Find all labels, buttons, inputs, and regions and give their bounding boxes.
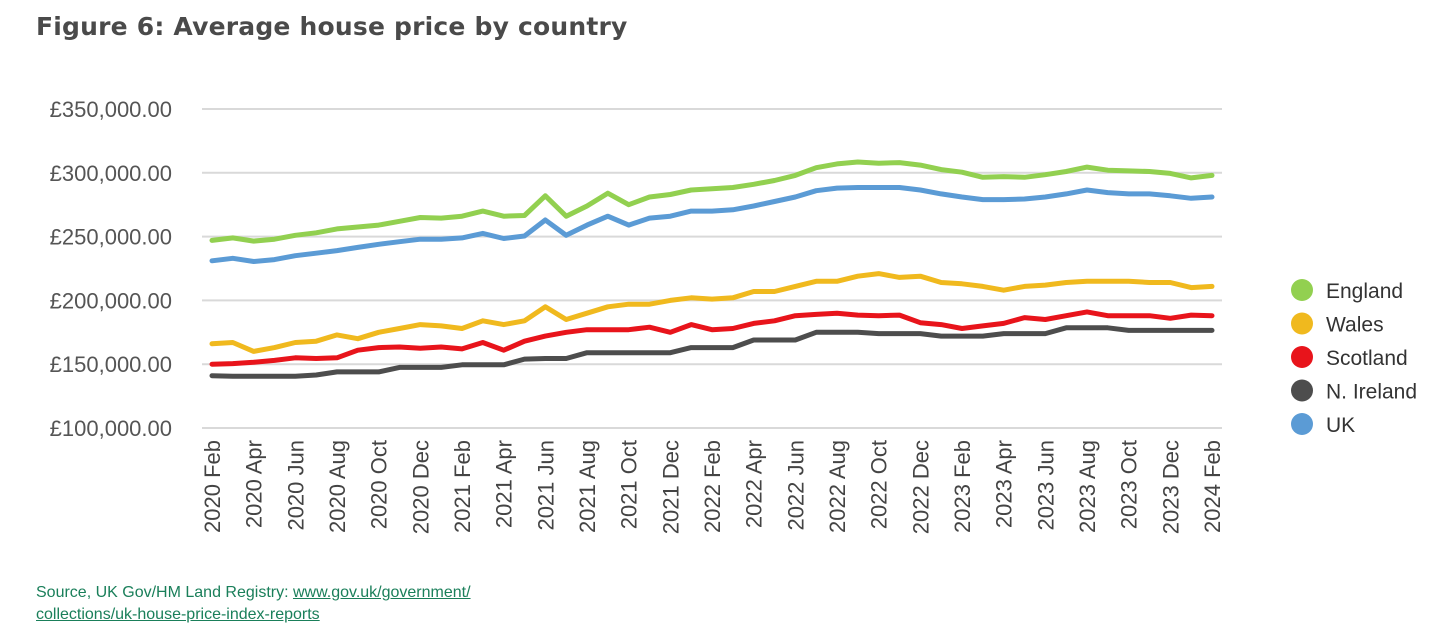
x-tick-label: 2021 Oct bbox=[617, 440, 642, 529]
x-tick-label: 2022 Jun bbox=[783, 440, 808, 531]
x-tick-label: 2022 Feb bbox=[700, 440, 725, 533]
x-tick-label: 2020 Aug bbox=[325, 440, 350, 533]
x-tick-label: 2021 Dec bbox=[658, 440, 683, 534]
x-tick-label: 2021 Aug bbox=[575, 440, 600, 533]
series-line-uk bbox=[209, 185, 1215, 264]
x-tick-label: 2022 Aug bbox=[825, 440, 850, 533]
y-tick-label: £300,000.00 bbox=[50, 161, 172, 186]
x-tick-label: 2020 Apr bbox=[242, 440, 267, 528]
source-prefix: Source, UK Gov/HM Land Registry: bbox=[36, 584, 293, 601]
legend-label-wales: Wales bbox=[1326, 314, 1384, 337]
series-line-n-ireland bbox=[209, 325, 1215, 379]
x-tick-label: 2021 Apr bbox=[492, 440, 517, 528]
x-tick-label: 2020 Feb bbox=[200, 440, 225, 533]
x-tick-label: 2023 Aug bbox=[1075, 440, 1100, 533]
series-line-wales bbox=[209, 271, 1215, 354]
y-tick-label: £250,000.00 bbox=[50, 225, 172, 250]
legend-marker-uk bbox=[1291, 413, 1313, 435]
x-tick-label: 2021 Jun bbox=[533, 440, 558, 531]
source-note: Source, UK Gov/HM Land Registry: www.gov… bbox=[36, 582, 471, 626]
x-tick-label: 2022 Oct bbox=[867, 440, 892, 529]
legend-marker-wales bbox=[1291, 312, 1313, 335]
line-chart: £100,000.00 £150,000.00 £200,000.00 £250,00… bbox=[50, 97, 1417, 534]
y-tick-label: £150,000.00 bbox=[50, 352, 172, 377]
y-tick-label: £350,000.00 bbox=[50, 97, 172, 122]
legend-label-scotland: Scotland bbox=[1326, 347, 1408, 370]
x-tick-label: 2020 Dec bbox=[408, 440, 433, 534]
x-tick-label: 2020 Jun bbox=[283, 440, 308, 531]
y-axis-ticks: £100,000.00 £150,000.00 £200,000.00 £250,00… bbox=[50, 97, 172, 441]
x-tick-label: 2023 Apr bbox=[992, 440, 1017, 528]
y-tick-label: £100,000.00 bbox=[50, 416, 172, 441]
legend-label-england: England bbox=[1326, 280, 1403, 303]
x-tick-label: 2022 Dec bbox=[908, 440, 933, 534]
x-tick-label: 2023 Jun bbox=[1033, 440, 1058, 531]
x-tick-label: 2020 Oct bbox=[367, 440, 392, 529]
x-tick-label: 2023 Feb bbox=[950, 440, 975, 533]
legend: England Wales Scotland N. Ireland UK bbox=[1291, 279, 1417, 437]
gridlines bbox=[202, 108, 1222, 429]
x-tick-label: 2024 Feb bbox=[1200, 440, 1225, 533]
source-link-line2[interactable]: collections/uk-house-price-index-reports bbox=[36, 606, 320, 623]
x-tick-label: 2022 Apr bbox=[742, 440, 767, 528]
x-tick-label: 2021 Feb bbox=[450, 440, 475, 533]
chart-title: Figure 6: Average house price by country bbox=[36, 12, 628, 41]
legend-label-n-ireland: N. Ireland bbox=[1326, 381, 1417, 404]
x-axis-ticks: 2020 Feb 2020 Apr 2020 Jun 2020 Aug 2020 Oct… bbox=[200, 440, 1225, 534]
x-tick-label: 2023 Dec bbox=[1158, 440, 1183, 534]
legend-marker-england bbox=[1291, 279, 1313, 301]
source-link-line1[interactable]: www.gov.uk/government/ bbox=[292, 584, 471, 601]
legend-label-uk: UK bbox=[1326, 414, 1355, 437]
series-lines bbox=[209, 159, 1215, 379]
y-tick-label: £200,000.00 bbox=[50, 288, 172, 313]
legend-marker-n-ireland bbox=[1291, 379, 1313, 402]
legend-marker-scotland bbox=[1291, 346, 1313, 368]
series-line-scotland bbox=[209, 309, 1215, 367]
series-line-england bbox=[209, 159, 1215, 244]
x-tick-label: 2023 Oct bbox=[1117, 440, 1142, 529]
